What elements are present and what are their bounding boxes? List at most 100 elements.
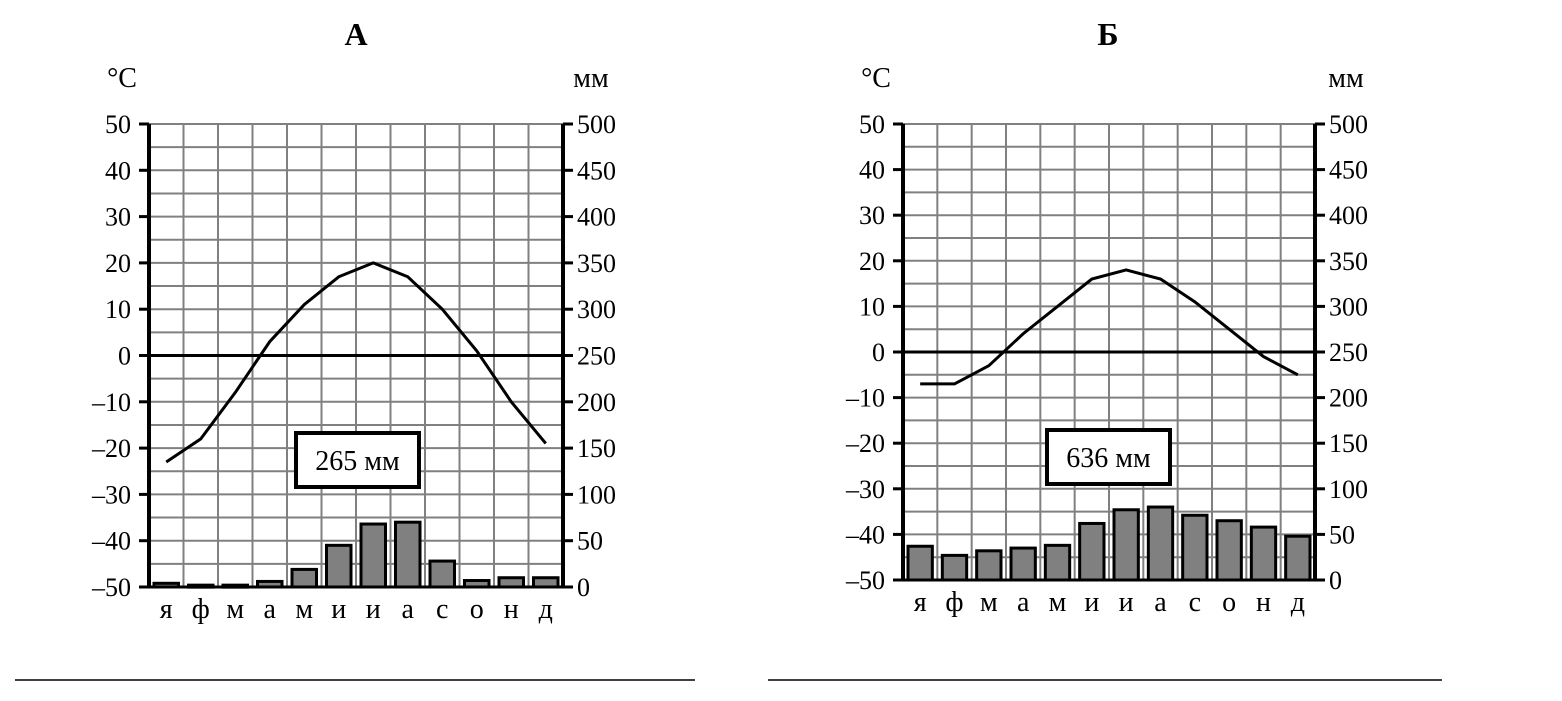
month-label: и: [366, 594, 381, 625]
precip-bar: [1043, 543, 1072, 582]
chart-a: А°С мм50403020100–10–20–30–40–50500450400…: [15, 16, 695, 681]
temp-tick-label: 50: [859, 110, 885, 139]
month-label: а: [264, 594, 277, 625]
precip-bar: [906, 544, 934, 582]
precip-bar: [1249, 525, 1278, 582]
month-label: н: [504, 594, 519, 625]
temp-tick-label: –30: [845, 475, 885, 504]
month-label: а: [1154, 587, 1167, 618]
precip-bar: [1181, 513, 1209, 582]
precip-bar: [1146, 505, 1175, 582]
precip-bar: [1284, 534, 1312, 582]
month-label: м: [226, 594, 244, 625]
temp-tick-label: 40: [105, 156, 131, 185]
precip-bar: [1078, 521, 1106, 582]
precip-tick-label: 100: [1329, 475, 1368, 504]
precip-tick-label: 450: [577, 156, 616, 185]
temp-tick-label: –40: [91, 527, 131, 556]
precip-bar: [975, 549, 1003, 582]
precip-bar: [940, 553, 969, 582]
precip-tick-label: 400: [577, 203, 616, 232]
annual-precip-label: 265 мм: [315, 446, 400, 477]
temp-tick-label: 50: [105, 110, 131, 139]
month-label: д: [539, 594, 553, 625]
precip-tick-label: 200: [577, 388, 616, 417]
temp-tick-label: –40: [845, 520, 885, 549]
precip-bar: [359, 522, 387, 589]
temp-tick-label: 30: [105, 203, 131, 232]
precip-bar: [428, 559, 456, 589]
temp-unit-label: °С: [861, 63, 891, 94]
temp-tick-label: 20: [859, 247, 885, 276]
temp-tick-label: 10: [105, 295, 131, 324]
annual-precip-label: 636 мм: [1066, 443, 1151, 474]
temp-tick-label: –30: [91, 480, 131, 509]
temp-tick-label: 40: [859, 156, 885, 185]
annual-precip-box: [294, 431, 421, 489]
chart-title: А: [344, 16, 367, 52]
month-label: с: [1189, 587, 1201, 618]
month-label: ф: [945, 587, 963, 618]
precip-bar: [1215, 519, 1243, 582]
precip-tick-label: 350: [577, 249, 616, 278]
temp-tick-label: –50: [91, 573, 131, 602]
precip-tick-label: 250: [1329, 338, 1368, 367]
month-label: и: [331, 594, 346, 625]
precip-tick-label: 150: [1329, 429, 1368, 458]
temp-tick-label: 10: [859, 292, 885, 321]
temp-tick-label: 0: [118, 342, 131, 371]
temp-tick-label: 30: [859, 201, 885, 230]
precip-tick-label: 50: [577, 527, 603, 556]
precip-tick-label: 0: [1329, 566, 1342, 595]
precip-tick-label: 200: [1329, 384, 1368, 413]
precip-tick-label: 400: [1329, 201, 1368, 230]
month-label: и: [1084, 587, 1099, 618]
precip-tick-label: 150: [577, 434, 616, 463]
precip-unit-label: мм: [573, 63, 609, 94]
precip-bar: [325, 543, 353, 589]
precip-tick-label: 300: [577, 295, 616, 324]
chart-b: Б°С мм50403020100–10–20–30–40–50500450400…: [768, 16, 1442, 681]
precip-bar: [1009, 546, 1037, 582]
month-label: с: [436, 594, 448, 625]
temp-unit-label: °С: [107, 63, 137, 94]
precip-tick-label: 50: [1329, 520, 1355, 549]
month-label: м: [980, 587, 998, 618]
temp-tick-label: –20: [91, 434, 131, 463]
precip-tick-label: 0: [577, 573, 590, 602]
month-label: н: [1256, 587, 1271, 618]
precip-unit-label: мм: [1328, 63, 1364, 94]
temperature-line: [165, 261, 547, 464]
precip-bar: [290, 567, 318, 589]
month-label: ф: [192, 594, 210, 625]
precip-bar: [394, 520, 422, 589]
month-label: м: [1049, 587, 1067, 618]
temp-tick-label: 0: [872, 338, 885, 367]
month-label: а: [1017, 587, 1030, 618]
annual-precip-box: [1045, 428, 1172, 486]
temperature-line: [920, 268, 1299, 386]
month-label: и: [1119, 587, 1134, 618]
chart-title: Б: [1097, 16, 1118, 52]
precip-tick-label: 450: [1329, 156, 1368, 185]
temp-tick-label: –10: [845, 384, 885, 413]
precip-tick-label: 350: [1329, 247, 1368, 276]
month-label: а: [402, 594, 415, 625]
month-label: о: [470, 594, 484, 625]
precip-tick-label: 500: [1329, 110, 1368, 139]
temp-tick-label: 20: [105, 249, 131, 278]
temp-tick-label: –20: [845, 429, 885, 458]
month-label: я: [914, 587, 927, 618]
precip-bar: [1112, 508, 1140, 582]
temp-tick-label: –10: [91, 388, 131, 417]
precip-tick-label: 250: [577, 342, 616, 371]
temp-tick-label: –50: [845, 566, 885, 595]
precip-tick-label: 300: [1329, 292, 1368, 321]
month-label: о: [1222, 587, 1236, 618]
month-label: м: [295, 594, 313, 625]
month-label: д: [1291, 587, 1305, 618]
precip-tick-label: 100: [577, 480, 616, 509]
month-label: я: [160, 594, 173, 625]
precip-tick-label: 500: [577, 110, 616, 139]
